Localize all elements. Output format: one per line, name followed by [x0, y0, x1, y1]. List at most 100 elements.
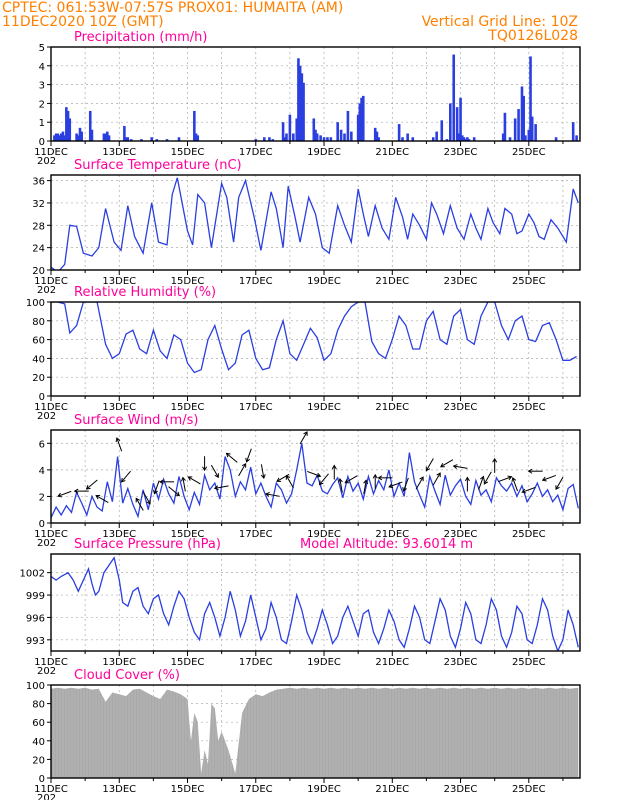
y-tick-label: 100	[26, 681, 45, 692]
precip-bar	[520, 86, 524, 141]
precip-bar	[107, 135, 111, 141]
x-tick-label: 13DEC	[102, 657, 136, 668]
precip-bar	[66, 110, 70, 141]
wind-arrow	[260, 464, 265, 479]
y-tick-label: 80	[32, 317, 45, 328]
wind-arrow-head	[241, 462, 247, 468]
precip-bar	[435, 131, 438, 141]
precip-bar	[288, 114, 292, 141]
precip-bar	[271, 139, 275, 141]
wind-arrow-head	[439, 462, 445, 468]
wind-arrow	[238, 463, 247, 477]
wind-arrow-head	[264, 491, 270, 497]
y-tick-label: 20	[32, 373, 45, 384]
wind-arrow-head	[492, 457, 498, 463]
wind-arrow	[188, 476, 201, 485]
x-tick-label: 15DEC	[171, 147, 205, 158]
panel-title: Surface Pressure (hPa)	[74, 537, 221, 552]
wind-arrow	[403, 477, 409, 492]
precip-bar	[80, 131, 84, 141]
precip-bar	[65, 107, 68, 141]
precip-bar	[312, 118, 316, 141]
x-tick-label: 21DEC	[375, 784, 409, 795]
wind-arrow	[168, 486, 180, 496]
y-tick-label: 20	[32, 755, 45, 766]
precip-bar	[336, 122, 339, 141]
precip-bar	[527, 129, 531, 141]
x-tick-label: 21DEC	[375, 276, 409, 287]
precip-bar	[571, 122, 575, 141]
precip-bar	[155, 139, 159, 141]
wind-arrow-head	[316, 472, 322, 478]
x-tick-label: 13DEC	[102, 147, 136, 158]
x-tick-label: 11DEC	[34, 529, 68, 540]
wind-arrow-head	[521, 488, 527, 494]
series-line	[51, 177, 579, 270]
x-tick-label: 19DEC	[307, 147, 341, 158]
wind-arrow-head	[483, 479, 489, 485]
panel-title: Precipitation (mm/h)	[74, 30, 207, 45]
wind-arrow-head	[159, 479, 164, 485]
wind-arrow	[425, 458, 434, 471]
wind-arrow	[498, 476, 512, 483]
precip-bar	[431, 137, 435, 141]
precip-bar	[77, 135, 80, 141]
wind-arrow	[135, 498, 144, 511]
precip-bar	[196, 135, 200, 141]
wind-arrow-head	[73, 488, 79, 494]
precip-bar	[177, 137, 181, 141]
precip-bar	[63, 135, 66, 141]
precip-bar	[575, 135, 578, 141]
wind-arrow-head	[187, 476, 193, 481]
wind-arrow-head	[436, 472, 441, 478]
wind-arrow	[363, 480, 367, 495]
panel-frame	[50, 684, 581, 779]
precip-bar	[104, 133, 107, 141]
wind-arrow-head	[245, 457, 250, 463]
wind-arrow	[512, 477, 519, 492]
x-tick-label: 15DEC	[171, 402, 205, 413]
series-line	[51, 556, 579, 651]
x-tick-label: 17DEC	[239, 276, 273, 287]
precip-bar	[302, 82, 305, 141]
precip-bar	[292, 133, 295, 141]
precip-bar	[194, 133, 198, 141]
precip-bar	[254, 139, 258, 141]
precip-bar	[300, 73, 304, 141]
y-tick-label: 24	[32, 244, 45, 255]
x-year-fragment: 202	[37, 793, 56, 800]
y-tick-label: 60	[32, 718, 45, 729]
plot-area	[51, 302, 577, 374]
y-tick-label: 4	[39, 466, 45, 477]
wind-arrow-head	[225, 452, 231, 458]
precip-bar	[406, 133, 409, 141]
precip-bar	[295, 118, 299, 141]
precip-bar	[358, 103, 362, 141]
precip-bar	[53, 135, 56, 141]
wind-arrow-head	[419, 476, 424, 482]
x-tick-label: 21DEC	[375, 657, 409, 668]
header-station-line: CPTEC: 061:53W-07:57S PROX01: HUMAITA (A…	[2, 0, 343, 16]
panels-group: 0 1 2 3 4 5 11DEC 13DEC 15DEC 17DEC 19DEC 21DEC 23DE…	[20, 30, 581, 800]
precip-bar	[513, 118, 517, 141]
wind-arrow-head	[372, 473, 378, 479]
precip-bar	[68, 118, 72, 141]
precip-bar	[411, 137, 415, 141]
wind-arrow	[210, 464, 219, 478]
wind-arrow-head	[276, 477, 282, 482]
series-line	[51, 302, 577, 374]
y-tick-label: 999	[26, 591, 45, 602]
panel-title: Surface Temperature (nC)	[74, 158, 242, 173]
panel-title: Relative Humidity (%)	[74, 285, 216, 300]
wind-arrow-head	[331, 464, 337, 470]
panel-title: Surface Wind (m/s)	[74, 413, 198, 428]
wind-arrow	[542, 474, 557, 481]
panel-5: 993 996 999 1002 11DEC 13DEC 15DEC 17DEC 19DEC 21…	[20, 537, 581, 677]
wind-arrow-head	[115, 437, 121, 443]
x-tick-label: 23DEC	[444, 147, 478, 158]
precip-bar	[59, 133, 63, 141]
precip-bar	[373, 127, 377, 141]
precip-bar	[319, 135, 322, 141]
x-year-fragment: 202	[37, 411, 56, 422]
y-tick-label: 5	[39, 43, 45, 54]
